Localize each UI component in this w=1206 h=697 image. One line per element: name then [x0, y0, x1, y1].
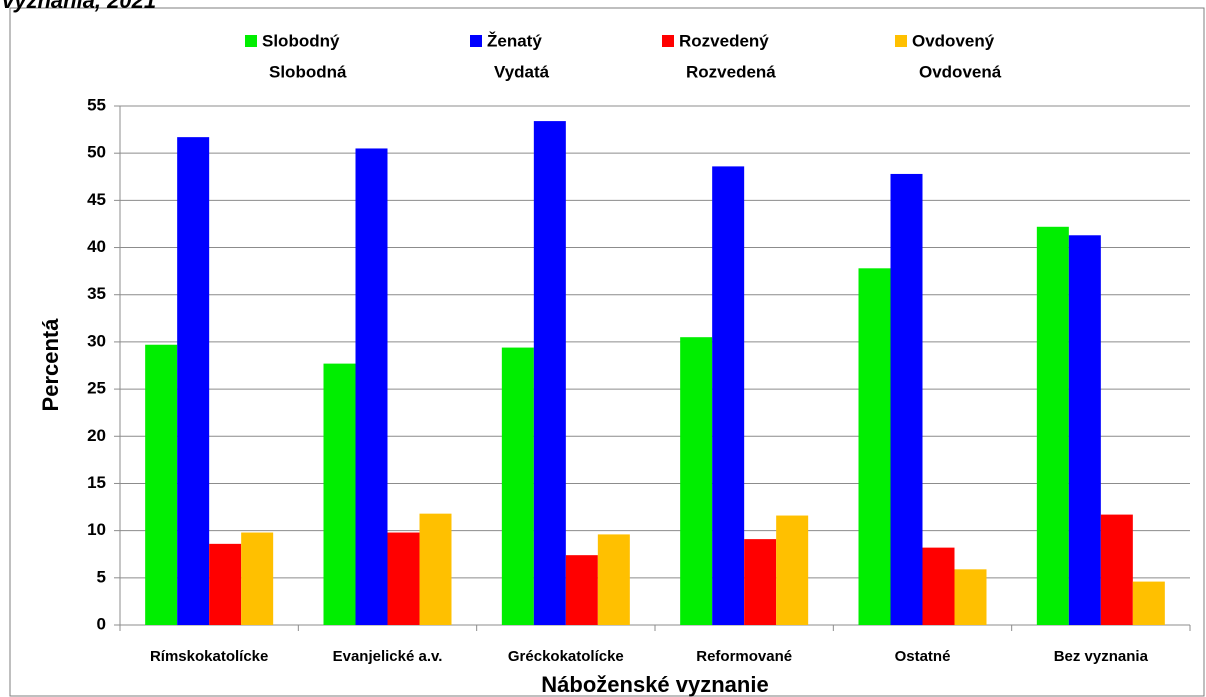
bar: [1068, 235, 1101, 625]
x-tick-label: Bez vyznania: [1054, 648, 1149, 665]
x-tick-label: Reformované: [696, 648, 792, 665]
bar: [533, 121, 566, 626]
bar: [712, 166, 745, 625]
bar: [501, 347, 534, 625]
y-tick-label: 50: [87, 143, 106, 162]
bar: [177, 137, 210, 625]
bar: [387, 532, 420, 625]
bar: [954, 569, 987, 625]
y-tick-label: 10: [87, 520, 106, 539]
y-tick-label: 55: [87, 95, 106, 114]
x-tick-label: Evanjelické a.v.: [333, 648, 443, 665]
legend-label: Ženatý: [487, 31, 542, 50]
x-tick-label: Rímskokatolícke: [150, 648, 268, 665]
y-tick-label: 0: [97, 614, 106, 633]
bar: [1132, 581, 1165, 625]
bar: [597, 534, 630, 625]
x-tick-label: Gréckokatolícke: [508, 648, 624, 665]
y-tick-label: 30: [87, 331, 106, 350]
y-tick-label: 25: [87, 379, 106, 398]
bar: [419, 513, 452, 625]
bar: [1036, 226, 1069, 625]
bar: [323, 363, 356, 625]
legend-swatch: [895, 35, 907, 47]
y-tick-label: 45: [87, 190, 106, 209]
legend-label: Ovdovená: [919, 62, 1002, 81]
legend-label: Slobodná: [269, 62, 347, 81]
legend-label: Slobodný: [262, 31, 340, 50]
y-tick-label: 40: [87, 237, 106, 256]
x-tick-label: Ostatné: [895, 648, 951, 665]
legend-swatch: [245, 35, 257, 47]
legend-label: Rozvedený: [679, 31, 769, 50]
y-tick-label: 35: [87, 284, 106, 303]
bar: [858, 268, 891, 625]
bar: [776, 515, 809, 625]
bar: [241, 532, 274, 625]
y-tick-label: 5: [97, 567, 106, 586]
bar: [680, 337, 713, 625]
bar: [355, 148, 388, 626]
bar: [922, 547, 955, 625]
bar: [1100, 514, 1133, 625]
legend-label: Vydatá: [494, 62, 550, 81]
x-axis-title: Náboženské vyznanie: [541, 672, 768, 697]
chart-title: vyznania, 2021: [2, 0, 156, 13]
y-axis-title: Percentá: [38, 318, 63, 412]
bar: [145, 344, 178, 625]
legend-label: Rozvedená: [686, 62, 776, 81]
bar: [744, 539, 777, 625]
legend-label: Ovdovený: [912, 31, 995, 50]
bar: [890, 173, 923, 625]
bar: [565, 555, 598, 625]
y-tick-label: 15: [87, 473, 106, 492]
legend-swatch: [662, 35, 674, 47]
legend-swatch: [470, 35, 482, 47]
y-tick-label: 20: [87, 426, 106, 445]
bar: [209, 543, 242, 625]
